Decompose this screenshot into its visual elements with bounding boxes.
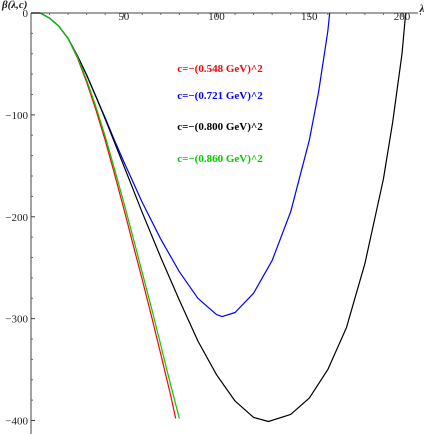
y-tick-label: 0 xyxy=(23,8,29,20)
x-tick-label: 100 xyxy=(208,11,225,23)
legend-entry-1: c=−(0.548 GeV)^2 xyxy=(177,63,263,75)
y-tick-label: −100 xyxy=(5,110,28,122)
plot-area xyxy=(31,12,407,423)
series-line-1 xyxy=(31,12,177,419)
y-tick-label: −200 xyxy=(5,212,28,224)
y-tick-label: −400 xyxy=(5,416,28,428)
legend-entry-4: c=−(0.860 GeV)^2 xyxy=(177,153,263,165)
x-tick-label: 150 xyxy=(301,11,318,23)
axes: 50 100 150 200 0 −100 −200 −300 −400 λ β(λ,c) xyxy=(1,0,425,434)
y-axis-label: β(λ,c) xyxy=(1,0,27,11)
x-axis-label: λ xyxy=(419,3,425,15)
x-tick-label: 200 xyxy=(394,11,411,23)
series-line-4 xyxy=(31,12,180,419)
legend: c=−(0.548 GeV)^2 c=−(0.721 GeV)^2 c=−(0.80… xyxy=(177,63,263,165)
legend-entry-3: c=−(0.800 GeV)^2 xyxy=(177,121,263,133)
x-tick-label: 50 xyxy=(118,11,130,23)
y-tick-label: −300 xyxy=(5,314,28,326)
legend-entry-2: c=−(0.721 GeV)^2 xyxy=(177,90,263,102)
